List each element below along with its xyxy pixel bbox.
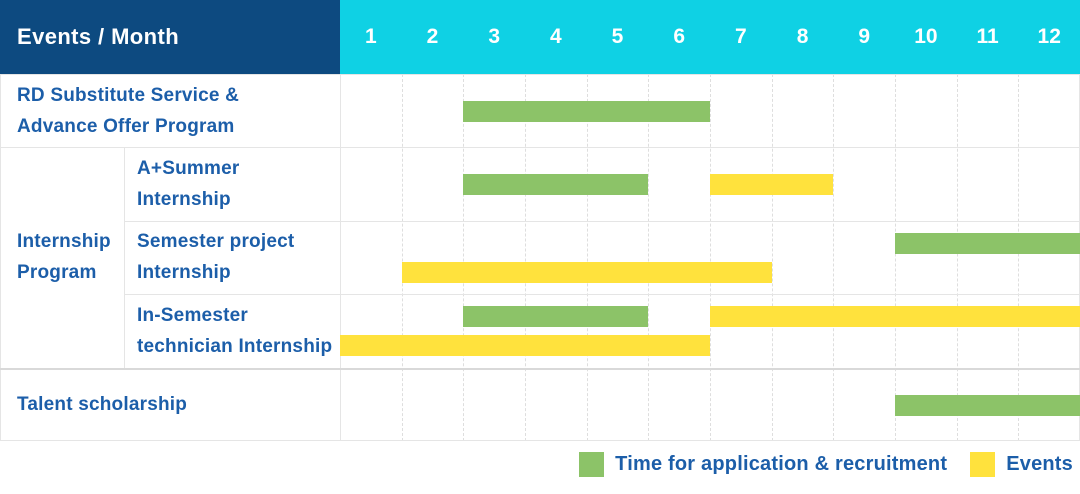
month-label: 4 — [550, 25, 562, 48]
row-label-line: In-Semester — [137, 304, 248, 326]
row-label-line: technician Internship — [137, 335, 333, 357]
group-label-line: Internship — [17, 231, 111, 253]
gridline-horizontal — [0, 147, 1080, 149]
month-label: 3 — [488, 25, 501, 48]
gantt-bar-event — [401, 261, 772, 283]
row-label-line: RD Substitute Service & — [17, 84, 240, 106]
legend-swatch-application — [579, 452, 605, 477]
legend-item-application: Time for application & recruitment — [579, 452, 947, 477]
row-label-line: A+Summer — [137, 158, 240, 180]
gantt-bar-application — [463, 306, 649, 328]
gridline-vertical — [586, 74, 588, 441]
gridline-vertical — [956, 74, 958, 441]
gantt-bar-application — [895, 232, 1080, 254]
row-label-line: Talent scholarship — [17, 393, 188, 415]
gridline-vertical — [340, 74, 341, 441]
month-label: 10 — [914, 25, 938, 48]
gridline-horizontal — [124, 294, 1080, 296]
gantt-bar-application — [463, 174, 649, 196]
gridline-vertical — [0, 74, 1, 441]
gridline-vertical — [124, 147, 125, 368]
gridline-vertical — [401, 74, 403, 441]
gantt-bar-event — [710, 174, 834, 196]
gridline-vertical — [771, 74, 773, 441]
gantt-bar-application — [463, 101, 710, 122]
row-label-line: Internship — [137, 189, 231, 211]
table-header-row: Events / Month 1 2 3 4 5 6 7 8 9 10 11 12 — [0, 0, 1080, 74]
gantt-bar-application — [895, 394, 1080, 416]
legend: Time for application & recruitment Events — [579, 452, 1073, 477]
month-label: 9 — [858, 25, 871, 48]
gridline-horizontal — [0, 367, 1080, 370]
row-label: A+Summer Internship — [124, 147, 340, 220]
month-header-band: 1 2 3 4 5 6 7 8 9 10 11 12 — [340, 0, 1080, 74]
legend-label-application: Time for application & recruitment — [615, 453, 948, 475]
gridline-vertical — [648, 74, 650, 441]
row-label: Semester project Internship — [124, 221, 340, 294]
legend-swatch-event — [970, 452, 996, 477]
month-label: 6 — [673, 25, 686, 48]
gridline-horizontal — [0, 74, 1080, 75]
legend-label-event: Events — [1006, 453, 1073, 475]
row-label-line: Semester project — [137, 231, 295, 253]
month-label: 12 — [1037, 25, 1061, 48]
group-label-line: Program — [17, 262, 97, 284]
row-label: Talent scholarship — [0, 368, 340, 441]
gridline-vertical — [895, 74, 896, 441]
month-label: 7 — [735, 25, 747, 48]
gridline-vertical — [1018, 74, 1020, 441]
legend-item-event: Events — [970, 452, 1073, 477]
gridline-vertical — [525, 74, 526, 441]
row-label: RD Substitute Service & Advance Offer Pro… — [0, 74, 340, 147]
row-label-line: Internship — [137, 262, 231, 284]
row-label-line: Advance Offer Program — [17, 115, 235, 137]
month-label: 2 — [426, 25, 439, 48]
gridline-horizontal — [0, 440, 1080, 441]
gantt-bar-event — [710, 306, 1080, 328]
gridline-vertical — [463, 74, 465, 441]
events-month-header-cell: Events / Month — [0, 0, 340, 74]
group-label-internship-program: Internship Program — [0, 147, 124, 367]
gridline-vertical — [833, 74, 835, 441]
gantt-bar-event — [340, 335, 710, 357]
month-label: 5 — [611, 25, 624, 48]
month-label: 11 — [976, 25, 999, 48]
month-label: 1 — [364, 25, 377, 48]
gridline-horizontal — [124, 220, 1080, 222]
gridline-vertical — [710, 74, 711, 441]
month-label: 8 — [796, 25, 809, 48]
row-label: In-Semester technician Internship — [124, 294, 340, 367]
